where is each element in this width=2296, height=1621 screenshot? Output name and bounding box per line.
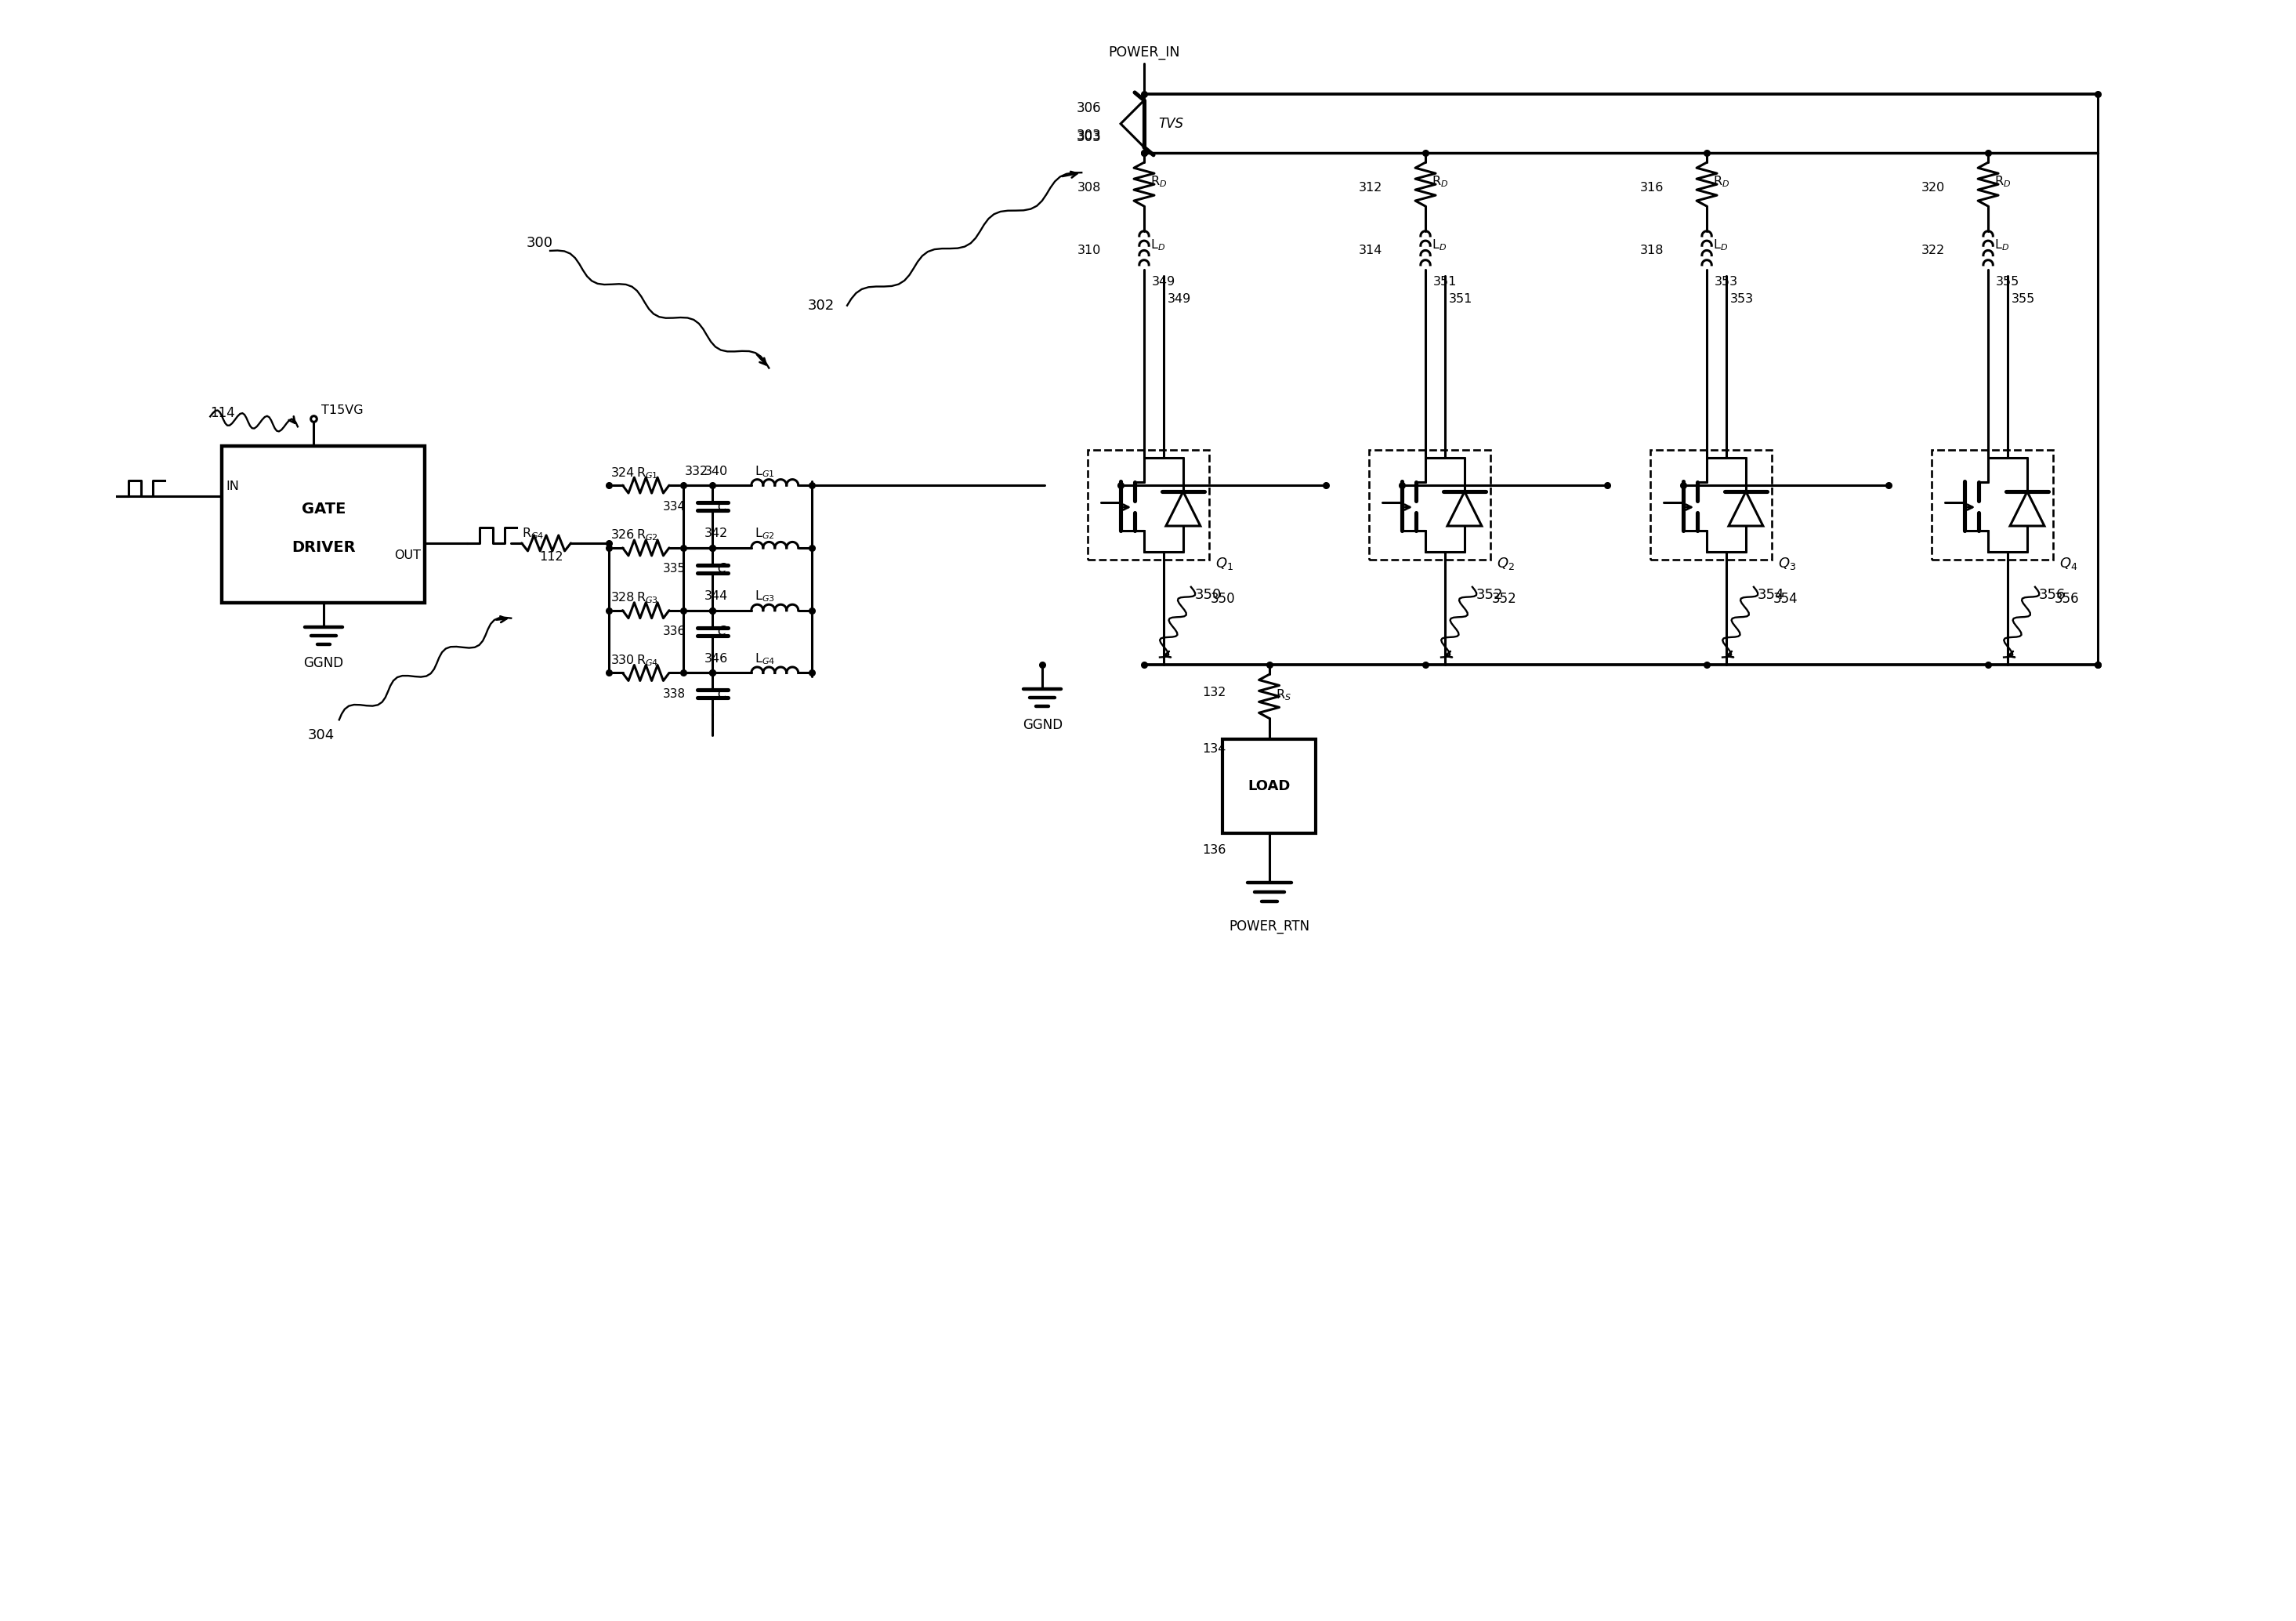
Text: 355: 355 (2011, 293, 2034, 305)
Text: IN: IN (225, 480, 239, 493)
Text: 328: 328 (611, 592, 636, 603)
Text: C: C (716, 689, 726, 700)
Text: GATE: GATE (301, 501, 347, 515)
Text: TVS: TVS (1157, 117, 1182, 131)
Bar (1088, 451, 1210, 559)
Text: 326: 326 (611, 530, 634, 541)
Text: 306: 306 (1077, 102, 1102, 115)
Text: 314: 314 (1359, 245, 1382, 256)
Text: L$_{G3}$: L$_{G3}$ (755, 588, 774, 603)
Text: 302: 302 (808, 298, 836, 313)
Text: 342: 342 (705, 528, 728, 540)
Text: 335: 335 (664, 562, 684, 575)
Text: 324: 324 (611, 467, 634, 478)
Text: 354: 354 (1756, 588, 1784, 601)
Text: R$_{G1}$: R$_{G1}$ (636, 465, 657, 480)
Text: C: C (716, 626, 726, 637)
Text: 312: 312 (1359, 182, 1382, 193)
Text: GGND: GGND (1022, 718, 1063, 733)
Text: POWER_IN: POWER_IN (1109, 45, 1180, 60)
Text: C: C (716, 562, 726, 575)
Text: L$_D$: L$_D$ (1433, 238, 1446, 253)
Bar (1931, 451, 2053, 559)
Text: R$_{G4}$: R$_{G4}$ (521, 527, 544, 541)
Text: 352: 352 (1476, 588, 1504, 601)
Text: 303: 303 (1077, 130, 1102, 144)
Text: 320: 320 (1922, 182, 1945, 193)
Text: C: C (716, 501, 726, 512)
Text: 308: 308 (1077, 182, 1102, 193)
Text: GGND: GGND (303, 657, 344, 669)
Text: Q$_4$: Q$_4$ (2060, 556, 2078, 571)
Text: 353: 353 (1731, 293, 1754, 305)
Text: L$_D$: L$_D$ (1713, 238, 1729, 253)
Text: 344: 344 (705, 590, 728, 601)
Text: 356: 356 (2039, 588, 2066, 601)
Text: 318: 318 (1639, 245, 1665, 256)
Text: R$_D$: R$_D$ (1433, 173, 1449, 188)
Text: Q$_2$: Q$_2$ (1497, 556, 1515, 571)
Text: 349: 349 (1169, 293, 1192, 305)
Text: 351: 351 (1433, 276, 1458, 289)
Text: 351: 351 (1449, 293, 1472, 305)
Text: Q$_3$: Q$_3$ (1777, 556, 1795, 571)
Text: 132: 132 (1203, 687, 1226, 699)
Text: Q$_1$: Q$_1$ (1215, 556, 1233, 571)
Text: R$_{G2}$: R$_{G2}$ (636, 528, 657, 543)
Text: 304: 304 (308, 728, 335, 742)
Text: 332: 332 (684, 465, 707, 477)
Text: 316: 316 (1639, 182, 1665, 193)
Text: 340: 340 (705, 465, 728, 477)
Text: 353: 353 (1715, 276, 1738, 289)
Text: 114: 114 (211, 407, 234, 420)
Text: 112: 112 (540, 551, 563, 562)
Text: L$_D$: L$_D$ (1995, 238, 2009, 253)
Text: 300: 300 (526, 237, 553, 250)
Bar (1221, 739, 1316, 833)
Text: DRIVER: DRIVER (292, 540, 356, 556)
Text: 350: 350 (1194, 588, 1221, 601)
Text: 136: 136 (1203, 845, 1226, 856)
Text: 322: 322 (1922, 245, 1945, 256)
Text: 356: 356 (2055, 592, 2080, 606)
Text: 349: 349 (1153, 276, 1176, 289)
Text: OUT: OUT (395, 550, 420, 561)
Bar (1368, 451, 1490, 559)
Text: POWER_RTN: POWER_RTN (1228, 919, 1309, 934)
Text: LOAD: LOAD (1247, 780, 1290, 793)
Text: 334: 334 (664, 501, 684, 512)
Text: 354: 354 (1773, 592, 1798, 606)
Text: 346: 346 (705, 653, 728, 665)
Text: 338: 338 (664, 689, 684, 700)
Text: 355: 355 (1995, 276, 2020, 289)
Text: R$_D$: R$_D$ (1995, 173, 2011, 188)
Text: R$_{G4}$: R$_{G4}$ (636, 653, 659, 668)
Text: L$_D$: L$_D$ (1150, 238, 1166, 253)
Text: 352: 352 (1492, 592, 1518, 606)
Text: R$_D$: R$_D$ (1150, 173, 1166, 188)
Text: 330: 330 (611, 655, 634, 666)
Text: T15VG: T15VG (321, 405, 363, 417)
Text: R$_D$: R$_D$ (1713, 173, 1729, 188)
Text: L$_{G1}$: L$_{G1}$ (755, 464, 774, 478)
Text: L$_{G4}$: L$_{G4}$ (755, 652, 774, 666)
Text: 336: 336 (664, 626, 684, 637)
Text: 310: 310 (1077, 245, 1102, 256)
Text: R$_S$: R$_S$ (1274, 687, 1290, 702)
Bar (1651, 451, 1773, 559)
Text: L$_{G2}$: L$_{G2}$ (755, 527, 774, 541)
Text: 350: 350 (1210, 592, 1235, 606)
Text: R$_{G3}$: R$_{G3}$ (636, 590, 659, 605)
Bar (223, 446, 425, 603)
Text: 134: 134 (1203, 742, 1226, 755)
Text: 303: 303 (1077, 128, 1102, 143)
